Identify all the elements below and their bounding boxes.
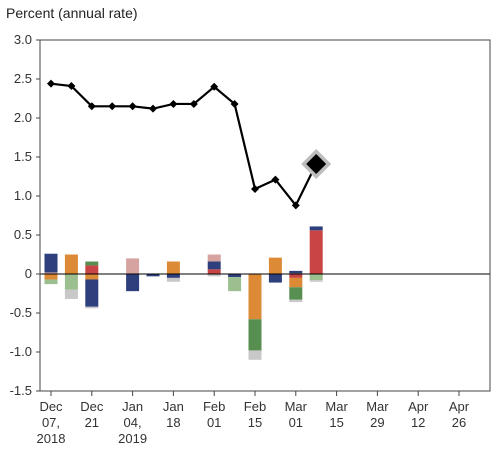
bar-segment <box>207 254 221 262</box>
line-point <box>210 82 219 91</box>
x-tick-label: Feb <box>244 399 266 414</box>
line-point <box>291 201 300 210</box>
bar-segment <box>64 274 78 290</box>
line-point <box>149 104 157 113</box>
x-tick-label: Mar <box>285 399 308 414</box>
y-tick-label: 0 <box>25 266 32 281</box>
x-tick-label: Mar <box>366 399 389 414</box>
x-tick-label: 12 <box>411 415 425 430</box>
line-point <box>128 102 137 111</box>
x-tick-labels: Dec07,2018Dec21Jan04,2019Jan18Feb01Feb15… <box>37 391 470 446</box>
bar-segment <box>44 253 58 273</box>
bar-segment <box>309 230 323 274</box>
line-point <box>67 82 76 91</box>
bar-segment <box>248 274 262 320</box>
line-point <box>47 79 55 88</box>
bar-segment <box>309 280 323 282</box>
y-axis-label: Percent (annual rate) <box>6 5 138 21</box>
y-tick-label: 2.0 <box>14 110 32 125</box>
bar-segment <box>207 261 221 270</box>
x-tick-label: Jan <box>163 399 184 414</box>
bar-segment <box>44 279 58 285</box>
bar-segment <box>64 289 78 299</box>
x-tick-label: 01 <box>207 415 221 430</box>
x-tick-label: Mar <box>325 399 348 414</box>
bar-segment <box>166 261 180 274</box>
bar-segment <box>85 261 99 266</box>
bar-segment <box>207 269 221 274</box>
x-tick-label: 15 <box>329 415 343 430</box>
bar-segment <box>85 279 99 307</box>
bar-segment <box>85 274 99 280</box>
y-tick-label: 1.0 <box>14 188 32 203</box>
line-point <box>87 102 96 111</box>
line-point <box>271 175 280 184</box>
y-tick-label: 0.5 <box>14 227 32 242</box>
y-tick-labels: 3.0 2.5 2.0 1.5 1.0 0.5 0 -0.5 -1.0 -1.5 <box>10 32 40 398</box>
y-tick-label: 2.5 <box>14 71 32 86</box>
bars <box>44 226 323 360</box>
bar-segment <box>44 272 58 274</box>
bar-segment <box>126 258 140 274</box>
line-point <box>108 102 117 111</box>
rate-line-group <box>47 79 332 210</box>
bar-segment <box>166 274 180 278</box>
bar-segment <box>166 277 180 282</box>
bar-segment <box>146 274 160 277</box>
bar-segment <box>268 274 282 283</box>
x-tick-label: 01 <box>289 415 303 430</box>
bar-segment <box>268 257 282 274</box>
y-tick-label: -0.5 <box>10 305 32 320</box>
bar-segment <box>289 277 303 288</box>
rate-line <box>50 82 318 208</box>
x-tick-label: 2019 <box>118 431 147 446</box>
bar-segment <box>85 265 99 274</box>
bar-segment <box>248 350 262 360</box>
x-tick-label: 07, <box>42 415 60 430</box>
x-tick-label: 18 <box>166 415 180 430</box>
line-point <box>230 99 239 108</box>
bar-segment <box>289 299 303 303</box>
x-tick-label: Apr <box>449 399 470 414</box>
bar-segment <box>64 254 78 274</box>
x-tick-label: Dec <box>39 399 63 414</box>
bar-segment <box>44 274 58 280</box>
bar-segment <box>248 319 262 351</box>
x-tick-label: 2018 <box>37 431 66 446</box>
line-point <box>251 184 259 193</box>
x-tick-label: Feb <box>203 399 225 414</box>
x-tick-label: 15 <box>248 415 262 430</box>
y-tick-label: -1.0 <box>10 344 32 359</box>
y-tick-label: 3.0 <box>14 32 32 47</box>
line-point <box>169 99 178 108</box>
y-tick-label: 1.5 <box>14 149 32 164</box>
x-tick-label: Dec <box>80 399 104 414</box>
y-tick-label: -1.5 <box>10 383 32 398</box>
bar-segment <box>228 277 242 292</box>
bar-segment <box>289 287 303 300</box>
x-tick-label: Apr <box>408 399 429 414</box>
x-tick-label: 26 <box>452 415 466 430</box>
bar-segment <box>126 274 140 292</box>
bar-segment <box>85 306 99 309</box>
bar-segment <box>309 274 323 281</box>
latest-point-marker <box>306 154 327 175</box>
x-tick-label: 29 <box>370 415 384 430</box>
x-tick-label: 04, <box>124 415 142 430</box>
bar-segment <box>289 270 303 274</box>
bar-segment <box>289 274 303 278</box>
bar-segment <box>309 226 323 231</box>
bar-segment <box>228 274 242 278</box>
x-tick-label: 21 <box>85 415 99 430</box>
bar-segment <box>207 274 221 277</box>
plot-area <box>39 39 491 392</box>
line-point <box>189 99 198 108</box>
x-tick-label: Jan <box>122 399 143 414</box>
